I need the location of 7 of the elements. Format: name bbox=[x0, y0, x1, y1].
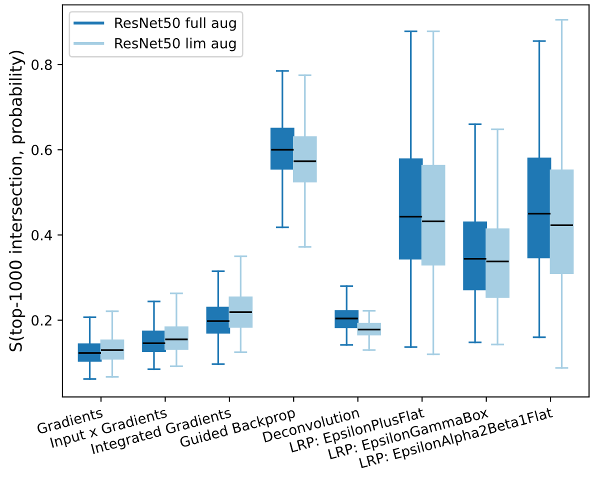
y-axis-title: S(top-1000 intersection, probability) bbox=[8, 50, 26, 352]
y-tick-label: 0.6 bbox=[32, 144, 52, 156]
y-tick-label: 0.2 bbox=[32, 315, 52, 326]
y-tick-label: 0.4 bbox=[32, 230, 52, 240]
legend-label: ResNet50 full aug bbox=[115, 17, 236, 31]
legend-label: ResNet50 lim aug bbox=[115, 38, 236, 52]
y-tick-label: 0.8 bbox=[32, 59, 52, 70]
